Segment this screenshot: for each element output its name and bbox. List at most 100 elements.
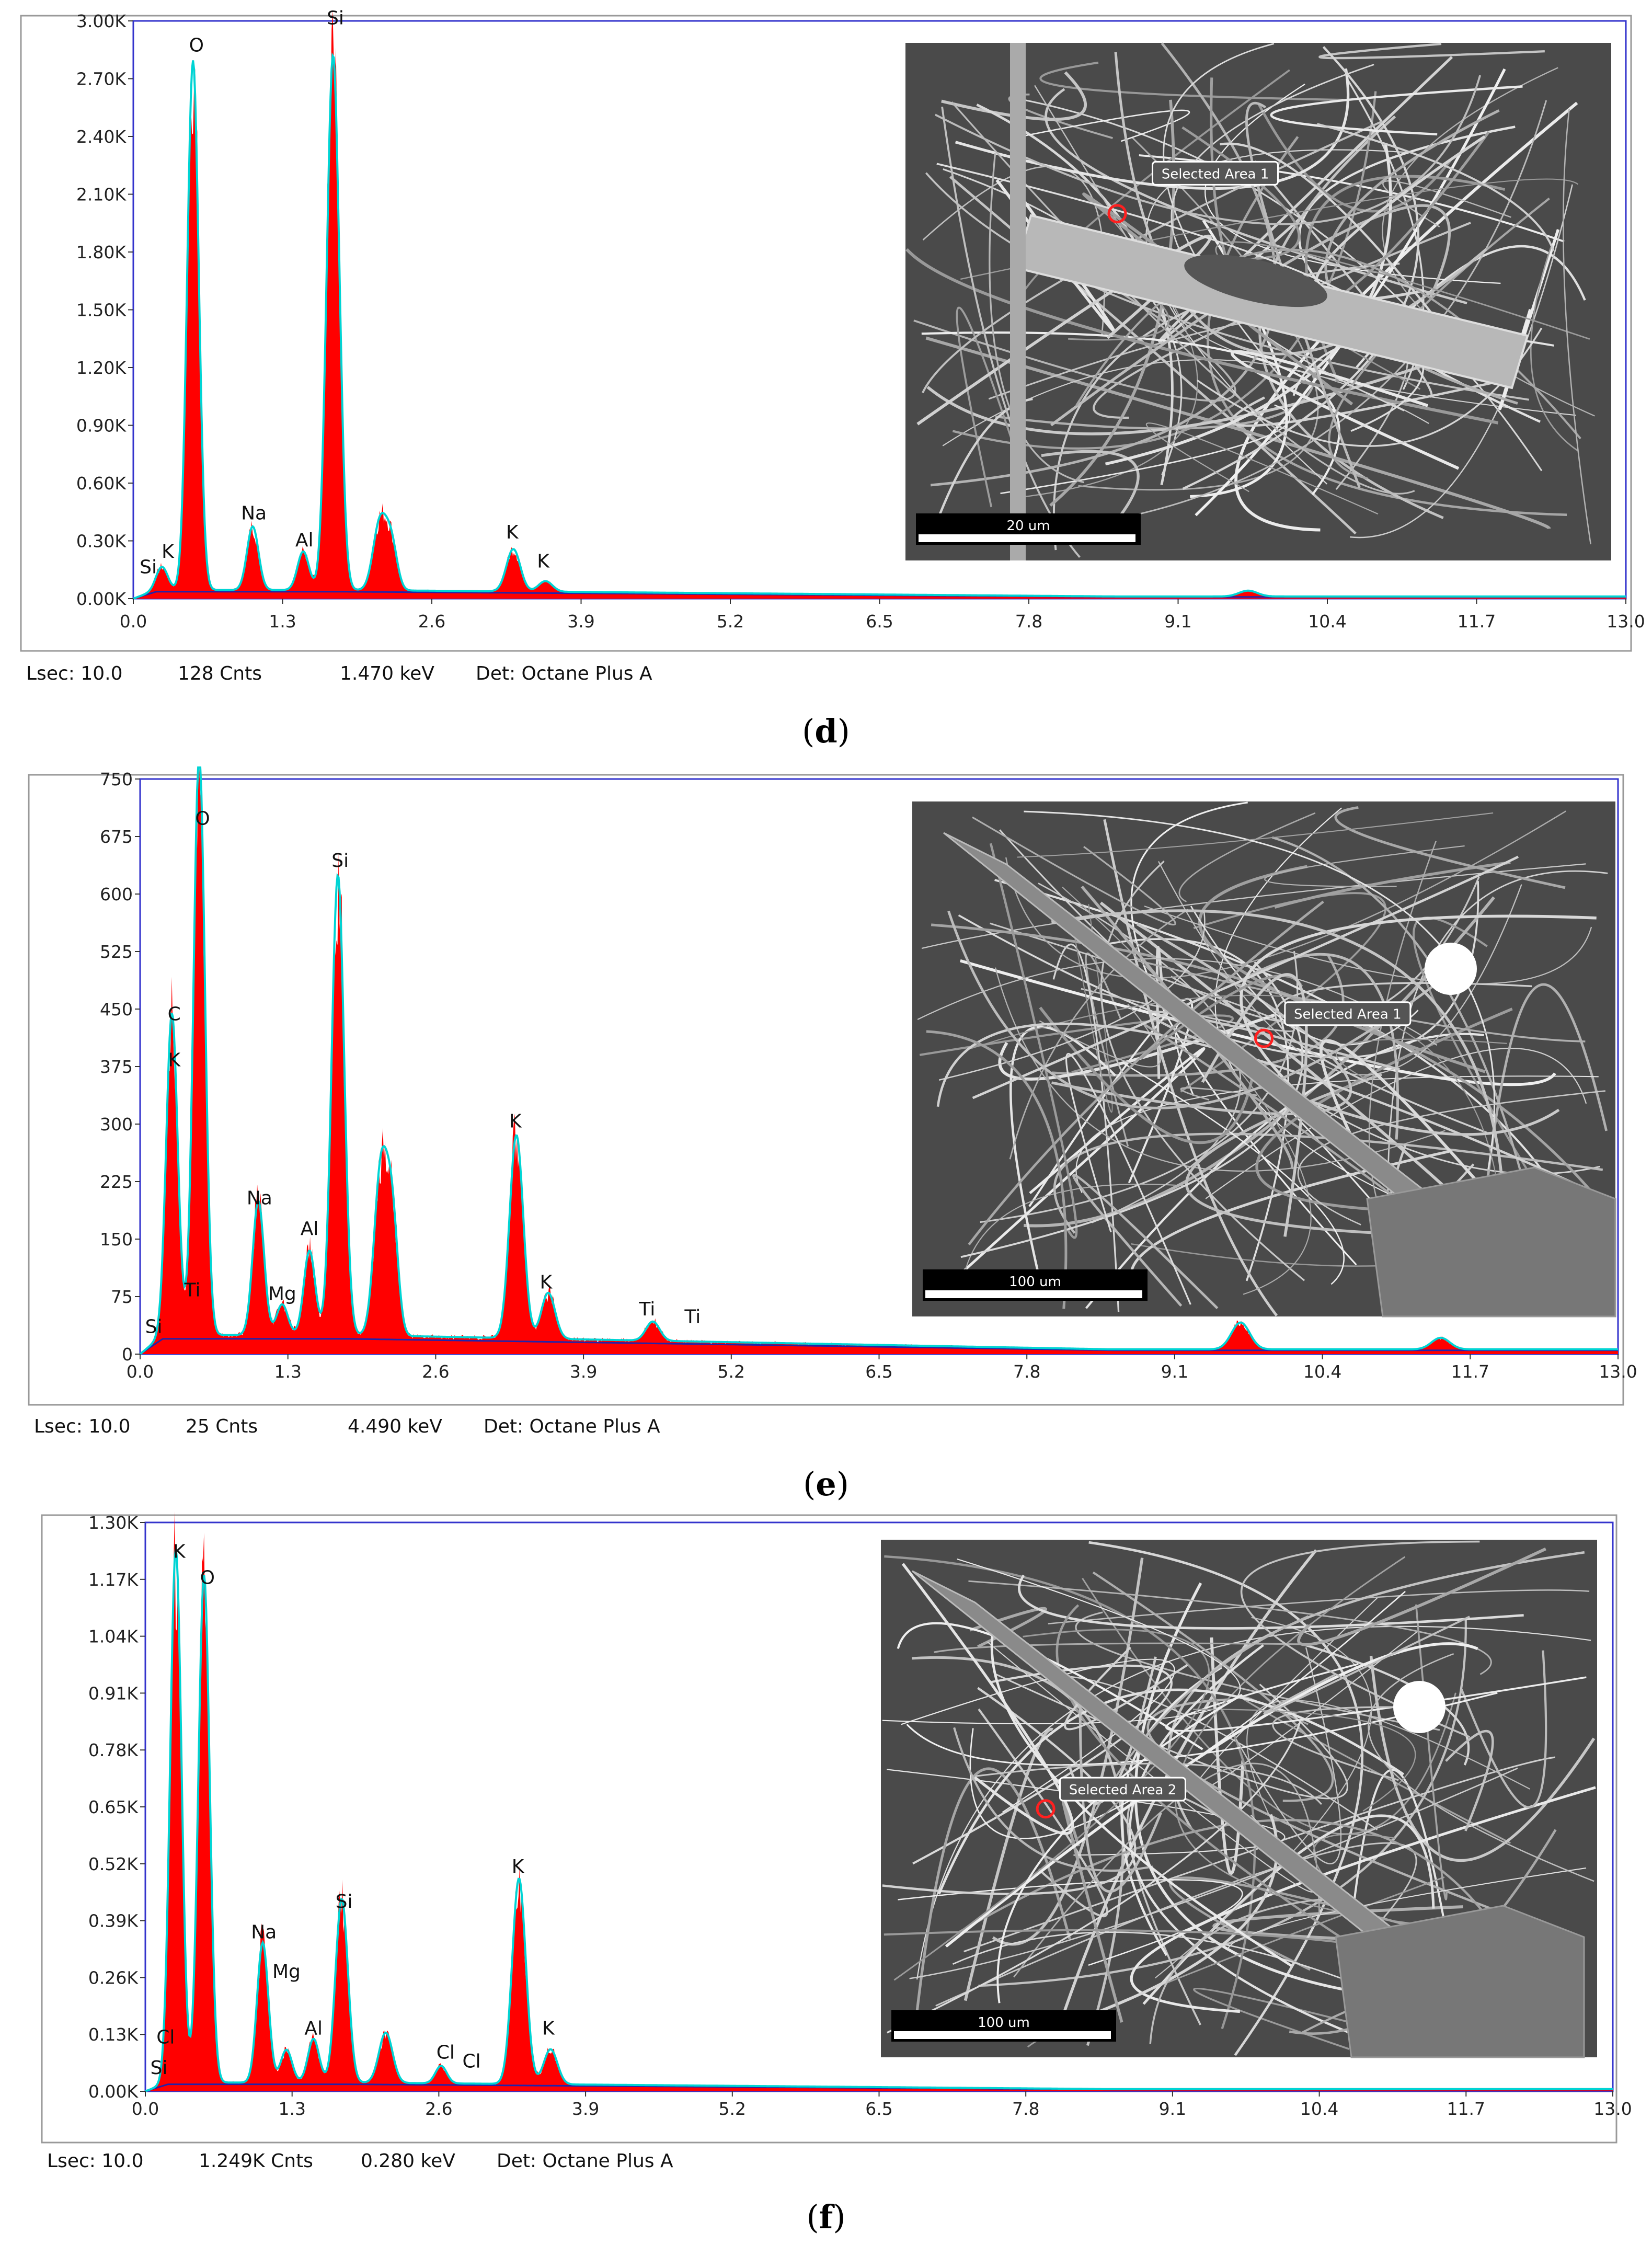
x-tick-label: 10.4 bbox=[1300, 2099, 1338, 2119]
flat-crystal bbox=[1366, 1166, 1616, 1318]
panel-caption: (e) bbox=[803, 1465, 849, 1503]
status-bar: Lsec: 10.0 128 Cnts 1.470 keV Det: Octane P… bbox=[26, 663, 652, 684]
peak-label: K bbox=[537, 551, 550, 572]
x-tick-label: 7.8 bbox=[1012, 2099, 1039, 2119]
y-tick-label: 1.17K bbox=[88, 1570, 139, 1590]
fiber bbox=[994, 967, 1446, 1172]
y-tick-label: 1.30K bbox=[88, 1513, 139, 1533]
fiber bbox=[1270, 85, 1523, 136]
fiber bbox=[992, 1557, 1144, 1946]
y-tick-label: 0.39K bbox=[88, 1911, 139, 1931]
fiber bbox=[1445, 1729, 1494, 1831]
status-counts: 128 Cnts bbox=[178, 663, 262, 684]
fiber bbox=[1240, 1540, 1480, 1738]
fiber bbox=[934, 1642, 1301, 1653]
peak-label: K bbox=[509, 1111, 522, 1132]
peak-label: Si bbox=[140, 556, 157, 578]
fiber bbox=[1563, 108, 1592, 545]
status-detector: Det: Octane Plus A bbox=[497, 2150, 673, 2172]
x-tick-label: 5.2 bbox=[717, 611, 744, 632]
x-tick-label: 9.1 bbox=[1159, 2099, 1186, 2119]
fiber bbox=[969, 1590, 1406, 1839]
fiber bbox=[1178, 812, 1316, 902]
status-detector: Det: Octane Plus A bbox=[484, 1416, 660, 1437]
fiber bbox=[1190, 906, 1419, 1046]
fiber bbox=[1024, 896, 1496, 1228]
x-tick-label: 11.7 bbox=[1447, 2099, 1485, 2119]
fiber bbox=[882, 1687, 1137, 1895]
fiber bbox=[1193, 1709, 1416, 1812]
fiber bbox=[1368, 1653, 1594, 1882]
y-tick-label: 0.78K bbox=[88, 1740, 139, 1760]
x-tick-label: 1.3 bbox=[269, 611, 296, 632]
fiber bbox=[1145, 422, 1379, 515]
fiber bbox=[1085, 1033, 1484, 1309]
panel-label: e bbox=[816, 1465, 836, 1503]
fiber bbox=[990, 1632, 1292, 1967]
panel-caption: (d) bbox=[802, 712, 850, 750]
peak-label: K bbox=[542, 2018, 555, 2040]
fiber bbox=[1155, 946, 1165, 1079]
y-axis: 0.00K 0.30K 0.60K 0.90K 1.20K 1.50K 1.80K 2.10K… bbox=[76, 11, 133, 609]
fiber bbox=[1319, 1039, 1560, 1279]
fiber bbox=[1318, 42, 1545, 60]
peak-label: Na bbox=[241, 502, 267, 524]
fiber bbox=[906, 1692, 1498, 1766]
fiber bbox=[1316, 123, 1555, 251]
x-tick-label: 9.1 bbox=[1161, 1361, 1188, 1382]
scale-bar bbox=[925, 1290, 1142, 1298]
fiber bbox=[1100, 861, 1305, 1281]
fiber bbox=[1064, 1646, 1188, 1731]
fiber bbox=[978, 1618, 1467, 1987]
fiber bbox=[1154, 1617, 1372, 1979]
y-tick-label: 0 bbox=[122, 1344, 133, 1365]
status-lsec: Lsec: 10.0 bbox=[34, 1416, 130, 1437]
peak-label: K bbox=[512, 1856, 525, 1877]
x-tick-label: 10.4 bbox=[1308, 611, 1346, 632]
x-tick-label: 13.0 bbox=[1607, 611, 1645, 632]
fiber bbox=[1005, 810, 1566, 979]
fiber bbox=[963, 1727, 1053, 2001]
peak-label: Si bbox=[145, 1316, 163, 1338]
y-tick-label: 2.10K bbox=[76, 185, 127, 205]
fiber bbox=[1297, 1547, 1546, 1646]
spectrum-trace bbox=[133, 52, 1626, 600]
x-tick-label: 11.7 bbox=[1451, 1361, 1489, 1382]
peak-label: O bbox=[189, 35, 204, 56]
selected-area-label: Selected Area 1 bbox=[1162, 166, 1269, 182]
x-tick-label: 6.5 bbox=[865, 2099, 892, 2119]
fiber bbox=[1129, 1644, 1355, 2036]
fiber bbox=[1041, 450, 1140, 536]
diatom-pore-region bbox=[1184, 254, 1327, 307]
fiber bbox=[909, 1767, 1518, 1979]
selected-area-label: Selected Area 2 bbox=[1069, 1782, 1177, 1798]
fiber bbox=[1460, 1650, 1547, 1808]
peak-label: Ti bbox=[684, 1307, 701, 1328]
peak-label: C bbox=[168, 1003, 181, 1025]
y-tick-label: 0.91K bbox=[88, 1683, 139, 1703]
selected-area-callout bbox=[1284, 1001, 1412, 1026]
fiber bbox=[1130, 1786, 1596, 2013]
selected-area-callout bbox=[1152, 161, 1279, 186]
fiber bbox=[1263, 1616, 1470, 1715]
fiber bbox=[913, 1767, 1071, 2033]
peak-label: K bbox=[506, 522, 519, 543]
fiber bbox=[1017, 812, 1494, 858]
x-tick-label: 13.0 bbox=[1599, 1361, 1637, 1382]
fiber bbox=[968, 1580, 1492, 1675]
y-tick-label: 2.40K bbox=[76, 127, 127, 147]
fiber bbox=[1349, 184, 1573, 539]
fiber bbox=[968, 900, 1324, 1246]
peak-label: Ti bbox=[184, 1279, 201, 1301]
x-tick-label: 6.5 bbox=[865, 1361, 892, 1382]
spectrum-trace bbox=[139, 766, 1618, 1355]
y-tick-label: 225 bbox=[100, 1172, 133, 1192]
fiber bbox=[884, 1555, 1256, 2030]
y-tick-label: 300 bbox=[100, 1114, 133, 1135]
y-tick-label: 1.80K bbox=[76, 242, 127, 262]
fiber bbox=[976, 1762, 1323, 1805]
x-tick-label: 6.5 bbox=[866, 611, 893, 632]
fiber bbox=[1272, 1706, 1415, 1781]
